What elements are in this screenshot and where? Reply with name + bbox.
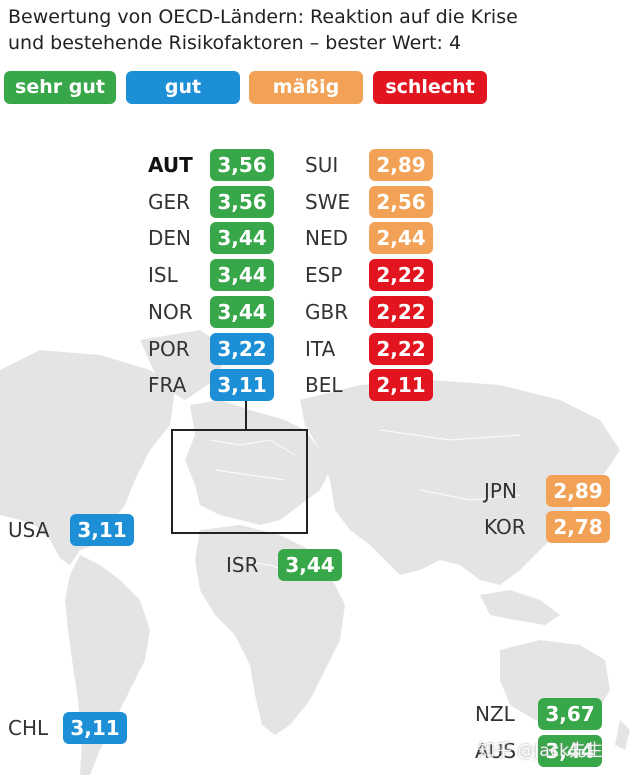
score-badge-usa: 3,11	[70, 514, 134, 546]
score-badge-swe: 2,56	[369, 186, 433, 218]
landmass-se-asia	[480, 590, 560, 625]
legend-maessig: mäßig	[249, 71, 363, 104]
score-badge-fra: 3,11	[210, 369, 274, 401]
country-code-ned: NED	[305, 226, 348, 250]
landmass-greenland	[140, 330, 230, 400]
landmass-new-zealand	[615, 720, 630, 750]
title-line-2: und bestehende Risikofaktoren – bester W…	[8, 32, 462, 54]
country-code-isl: ISL	[148, 263, 178, 287]
score-badge-ita: 2,22	[369, 333, 433, 365]
country-code-esp: ESP	[305, 263, 343, 287]
country-code-ger: GER	[148, 190, 191, 214]
score-badge-esp: 2,22	[369, 259, 433, 291]
country-code-bel: BEL	[305, 373, 343, 397]
score-badge-isr: 3,44	[278, 549, 342, 581]
country-code-usa: USA	[8, 518, 50, 542]
world-map	[0, 330, 630, 775]
country-code-ita: ITA	[305, 337, 336, 361]
score-badge-nor: 3,44	[210, 296, 274, 328]
score-badge-gbr: 2,22	[369, 296, 433, 328]
country-code-kor: KOR	[484, 515, 526, 539]
country-code-fra: FRA	[148, 373, 187, 397]
score-badge-por: 3,22	[210, 333, 274, 365]
legend-gut: gut	[126, 71, 240, 104]
title-line-1: Bewertung von OECD-Ländern: Reaktion auf…	[8, 6, 518, 28]
score-badge-aus: 3,44	[538, 735, 602, 767]
country-code-jpn: JPN	[484, 479, 517, 503]
score-badge-bel: 2,11	[369, 369, 433, 401]
legend-schlecht: schlecht	[373, 71, 487, 104]
europe-highlight-box	[171, 429, 308, 534]
country-code-por: POR	[148, 337, 190, 361]
country-code-nzl: NZL	[475, 702, 515, 726]
watermark-text: 知乎 @Jack先生	[478, 741, 604, 761]
score-badge-kor: 2,78	[546, 511, 610, 543]
country-code-chl: CHL	[8, 716, 49, 740]
country-code-den: DEN	[148, 226, 191, 250]
score-badge-nzl: 3,67	[538, 698, 602, 730]
country-code-aus: AUS	[475, 739, 517, 763]
legend-sehr-gut: sehr gut	[4, 71, 116, 104]
score-badge-jpn: 2,89	[546, 475, 610, 507]
score-badge-sui: 2,89	[369, 149, 433, 181]
europe-connector-line	[245, 398, 247, 429]
landmass-north-america	[0, 350, 175, 565]
country-code-aut: AUT	[148, 153, 193, 177]
chart-title: Bewertung von OECD-Ländern: Reaktion auf…	[8, 4, 628, 56]
country-code-gbr: GBR	[305, 300, 349, 324]
landmass-asia	[300, 380, 620, 585]
score-badge-den: 3,44	[210, 222, 274, 254]
score-badge-ger: 3,56	[210, 186, 274, 218]
score-badge-aut: 3,56	[210, 149, 274, 181]
score-badge-isl: 3,44	[210, 259, 274, 291]
country-code-sui: SUI	[305, 153, 339, 177]
country-code-isr: ISR	[226, 553, 259, 577]
country-code-nor: NOR	[148, 300, 193, 324]
landmass-europe	[185, 400, 330, 525]
country-code-swe: SWE	[305, 190, 351, 214]
score-badge-ned: 2,44	[369, 222, 433, 254]
score-badge-chl: 3,11	[63, 712, 127, 744]
